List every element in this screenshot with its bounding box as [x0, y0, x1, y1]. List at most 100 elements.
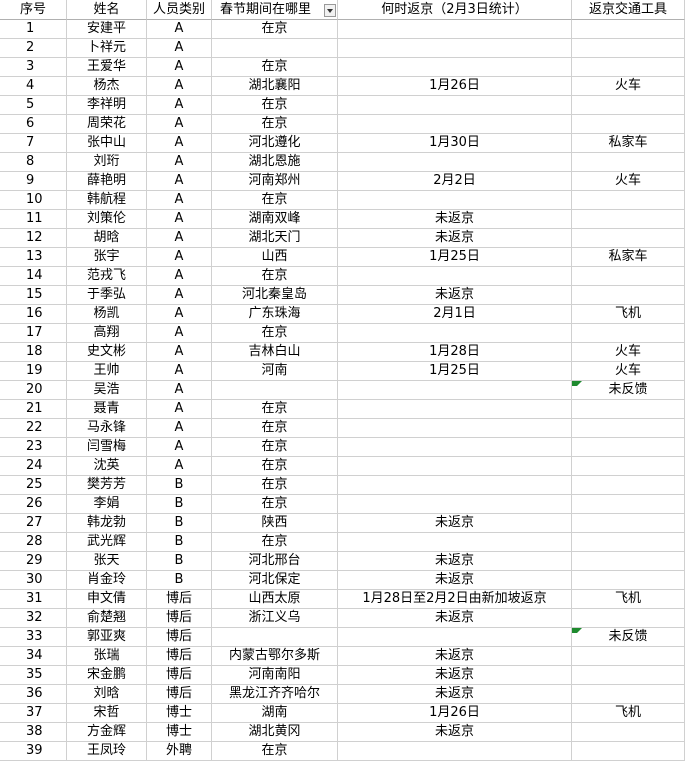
- table-cell: [338, 267, 572, 286]
- table-cell: [572, 609, 685, 628]
- table-cell: 4: [0, 77, 67, 96]
- header-cell: 春节期间在哪里: [212, 0, 338, 20]
- table-cell: 聂青: [67, 400, 147, 419]
- table-cell: B: [147, 571, 212, 590]
- filter-button[interactable]: [324, 4, 336, 17]
- table-cell: 火车: [572, 362, 685, 381]
- table-cell: 12: [0, 229, 67, 248]
- table-cell: A: [147, 115, 212, 134]
- table-cell: [338, 20, 572, 39]
- table-cell: 吉林白山: [212, 343, 338, 362]
- table-cell: 33: [0, 628, 67, 647]
- table-cell: 31: [0, 590, 67, 609]
- table-cell: 1月28日至2月2日由新加坡返京: [338, 590, 572, 609]
- table-cell: 2月1日: [338, 305, 572, 324]
- table-cell: 湖南: [212, 704, 338, 723]
- table-cell: [572, 324, 685, 343]
- table-cell: A: [147, 286, 212, 305]
- table-cell: 未返京: [338, 647, 572, 666]
- table-cell: [572, 286, 685, 305]
- table-cell: 9: [0, 172, 67, 191]
- table-cell: 内蒙古鄂尔多斯: [212, 647, 338, 666]
- table-cell: 未返京: [338, 685, 572, 704]
- table-cell: A: [147, 267, 212, 286]
- table-cell: 未返京: [338, 210, 572, 229]
- table-cell: 浙江义乌: [212, 609, 338, 628]
- table-cell: [572, 552, 685, 571]
- table-cell: 8: [0, 153, 67, 172]
- table-cell: [212, 381, 338, 400]
- table-cell: 马永锋: [67, 419, 147, 438]
- table-cell: 杨凯: [67, 305, 147, 324]
- table-cell: 未返京: [338, 229, 572, 248]
- table-cell: 未返京: [338, 286, 572, 305]
- table-cell: 在京: [212, 419, 338, 438]
- table-cell: A: [147, 438, 212, 457]
- table-cell: 申文倩: [67, 590, 147, 609]
- table-cell: 28: [0, 533, 67, 552]
- table-cell: [338, 96, 572, 115]
- table-cell: B: [147, 552, 212, 571]
- table-cell: 在京: [212, 495, 338, 514]
- table-cell: 外聘: [147, 742, 212, 761]
- table-cell: 高翔: [67, 324, 147, 343]
- table-cell: 在京: [212, 20, 338, 39]
- table-cell: 火车: [572, 343, 685, 362]
- table-cell: [572, 571, 685, 590]
- table-cell: 王凤玲: [67, 742, 147, 761]
- table-cell: 博后: [147, 685, 212, 704]
- table-cell: 郭亚爽: [67, 628, 147, 647]
- table-cell: 39: [0, 742, 67, 761]
- table-cell: B: [147, 495, 212, 514]
- comment-marker: [572, 628, 582, 638]
- table-cell: 29: [0, 552, 67, 571]
- table-cell: 在京: [212, 324, 338, 343]
- table-cell: 武光辉: [67, 533, 147, 552]
- table-cell: [212, 628, 338, 647]
- table-cell: [572, 533, 685, 552]
- table-cell: 在京: [212, 96, 338, 115]
- table-cell: 未返京: [338, 666, 572, 685]
- table-cell: [338, 438, 572, 457]
- table-cell: 在京: [212, 457, 338, 476]
- table-cell: 在京: [212, 267, 338, 286]
- table-cell: 23: [0, 438, 67, 457]
- table-cell: A: [147, 248, 212, 267]
- table-cell: 5: [0, 96, 67, 115]
- table-cell: 35: [0, 666, 67, 685]
- table-cell: 26: [0, 495, 67, 514]
- table-cell: 博士: [147, 704, 212, 723]
- table-cell: 27: [0, 514, 67, 533]
- table-cell: A: [147, 58, 212, 77]
- table-cell: [338, 115, 572, 134]
- table-cell: 河南郑州: [212, 172, 338, 191]
- table-cell: [572, 210, 685, 229]
- table-cell: [572, 457, 685, 476]
- table-cell: A: [147, 362, 212, 381]
- table-cell: [572, 742, 685, 761]
- table-cell: 范戎飞: [67, 267, 147, 286]
- table-cell: [338, 495, 572, 514]
- table-cell: 于季弘: [67, 286, 147, 305]
- table-cell: 史文彬: [67, 343, 147, 362]
- table-cell: A: [147, 96, 212, 115]
- table-cell: 湖北黄冈: [212, 723, 338, 742]
- table-cell: 34: [0, 647, 67, 666]
- table-cell: [572, 685, 685, 704]
- table-cell: 1: [0, 20, 67, 39]
- table-cell: 王爱华: [67, 58, 147, 77]
- table-cell: 张天: [67, 552, 147, 571]
- table-cell: 韩航程: [67, 191, 147, 210]
- table-cell: [338, 58, 572, 77]
- table-cell: 19: [0, 362, 67, 381]
- table-cell: 李娟: [67, 495, 147, 514]
- table-cell: 广东珠海: [212, 305, 338, 324]
- table-cell: 6: [0, 115, 67, 134]
- table-cell: 在京: [212, 191, 338, 210]
- header-cell: 人员类别: [147, 0, 212, 20]
- table-cell: [572, 20, 685, 39]
- table-cell: 宋金鹏: [67, 666, 147, 685]
- table-cell: 河北遵化: [212, 134, 338, 153]
- table-cell: 河北邢台: [212, 552, 338, 571]
- table-cell: 博后: [147, 666, 212, 685]
